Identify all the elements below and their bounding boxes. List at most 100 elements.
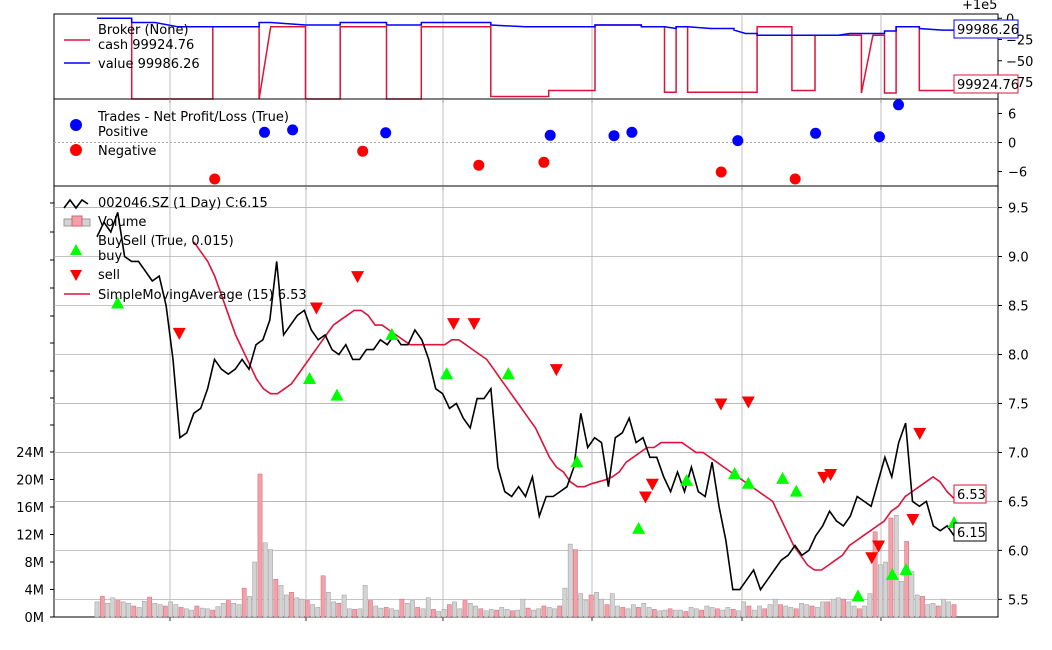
- volume-bar: [609, 593, 615, 618]
- volume-bar: [210, 609, 216, 618]
- volume-bar: [152, 603, 158, 618]
- legend-close-swatch: [63, 198, 89, 210]
- volume-bar: [425, 597, 431, 618]
- volume-bar: [809, 605, 815, 618]
- volume-bar: [683, 611, 689, 618]
- volume-bar: [672, 609, 678, 618]
- volume-bar: [857, 608, 862, 618]
- volume-bar: [120, 601, 126, 618]
- volume-bar: [157, 604, 163, 618]
- volume-bar: [220, 603, 226, 618]
- volume-bar: [131, 605, 137, 618]
- volume-bar: [525, 607, 531, 618]
- volume-bar: [783, 605, 789, 618]
- volume-bar: [951, 604, 957, 618]
- broker-cash-tag-label: 99924.76: [957, 78, 1019, 93]
- trade-positive-point: [732, 135, 744, 147]
- volume-bar: [341, 594, 347, 618]
- broker-legend-title: Broker (None): [98, 23, 189, 38]
- volume-bar: [257, 473, 263, 618]
- trades-panel: 6 0 −6 Trades - Net Profit/Loss (True)Posit…: [53, 98, 1027, 190]
- volume-bar: [604, 604, 610, 618]
- volume-bar: [893, 515, 899, 618]
- volume-bar: [841, 598, 846, 618]
- volume-bar: [546, 607, 552, 618]
- volume-y-tick-label: 20M: [16, 474, 44, 489]
- price-panel: 9.5 9.0 8.5 8.0 7.5 7.0 6.5 6.0 5.5 0M 4M 8M 12M 16M 2…: [16, 185, 1029, 626]
- buy-marker: [501, 367, 515, 380]
- volume-bar: [757, 605, 762, 618]
- volume-bar: [273, 578, 279, 618]
- volume-bar: [331, 601, 336, 618]
- buy-marker: [899, 562, 913, 575]
- buy-marker: [385, 327, 399, 340]
- buy-marker: [776, 471, 790, 484]
- volume-bar: [736, 610, 741, 618]
- sell-marker: [645, 478, 659, 491]
- legend-sma: SimpleMovingAverage (15) 6.53: [98, 288, 307, 303]
- sma-last-value-label: 6.53: [957, 488, 986, 503]
- trade-negative-point: [715, 166, 727, 178]
- volume-bar: [110, 597, 116, 618]
- volume-bar: [178, 607, 184, 618]
- volume-bar: [378, 607, 384, 618]
- trade-positive-point: [608, 130, 620, 142]
- price-y-tick-label: 8.5: [1008, 300, 1029, 315]
- volume-bar: [262, 542, 268, 618]
- volume-y-tick-label: 24M: [16, 446, 44, 461]
- price-y-tick-label: 7.0: [1008, 446, 1029, 461]
- buy-marker: [851, 589, 865, 602]
- volume-bar: [825, 601, 831, 618]
- volume-bar: [499, 607, 505, 618]
- volume-bar: [562, 587, 568, 618]
- sell-marker: [351, 271, 365, 284]
- volume-bar: [431, 609, 436, 618]
- volume-bar: [646, 607, 652, 618]
- volume-bar: [788, 607, 794, 618]
- buy-marker: [570, 455, 584, 468]
- legend-sell-swatch: [70, 270, 82, 281]
- volume-bar: [883, 561, 888, 618]
- volume-bar: [173, 604, 179, 618]
- volume-bar: [136, 607, 142, 618]
- volume-bar: [704, 605, 710, 618]
- buy-marker: [680, 473, 694, 486]
- volume-bar: [289, 592, 294, 618]
- volume-bar: [184, 608, 189, 618]
- volume-bar: [615, 605, 620, 618]
- volume-bar: [799, 603, 804, 618]
- volume-bar: [651, 609, 657, 618]
- trade-negative-point: [357, 145, 369, 157]
- volume-bar: [247, 596, 252, 618]
- volume-bar: [699, 609, 704, 618]
- volume-bar: [126, 603, 131, 618]
- volume-bar: [578, 593, 584, 618]
- volume-bar: [504, 609, 510, 618]
- legend-volume: Volume: [98, 215, 146, 230]
- volume-bar: [520, 598, 526, 618]
- sell-marker: [906, 514, 920, 527]
- sma-last-value-tag: [953, 484, 987, 504]
- price-y-tick-label: 9.0: [1008, 251, 1029, 266]
- volume-bar: [746, 605, 752, 618]
- volume-bar: [399, 598, 405, 618]
- volume-bar: [820, 601, 825, 618]
- trades-legend-negative-swatch: [70, 144, 82, 156]
- price-y-tick-label: 6.5: [1008, 495, 1029, 510]
- legend-buysell: BuySell (True, 0.015): [98, 234, 234, 249]
- volume-bar: [557, 605, 563, 618]
- trade-positive-point: [380, 127, 392, 139]
- trades-legend-positive: Positive: [98, 125, 148, 140]
- close-last-value-label: 6.15: [957, 526, 986, 541]
- volume-bar: [641, 603, 647, 618]
- volume-bar: [888, 517, 894, 618]
- broker-y-tick-label: −50: [1006, 55, 1033, 70]
- volume-bar: [935, 605, 941, 618]
- volume-bar: [325, 592, 331, 618]
- volume-bar: [804, 604, 810, 618]
- volume-bar: [667, 608, 673, 618]
- volume-bar: [478, 608, 484, 618]
- volume-bar: [515, 609, 520, 618]
- buy-marker: [728, 466, 742, 479]
- sell-marker: [824, 468, 838, 481]
